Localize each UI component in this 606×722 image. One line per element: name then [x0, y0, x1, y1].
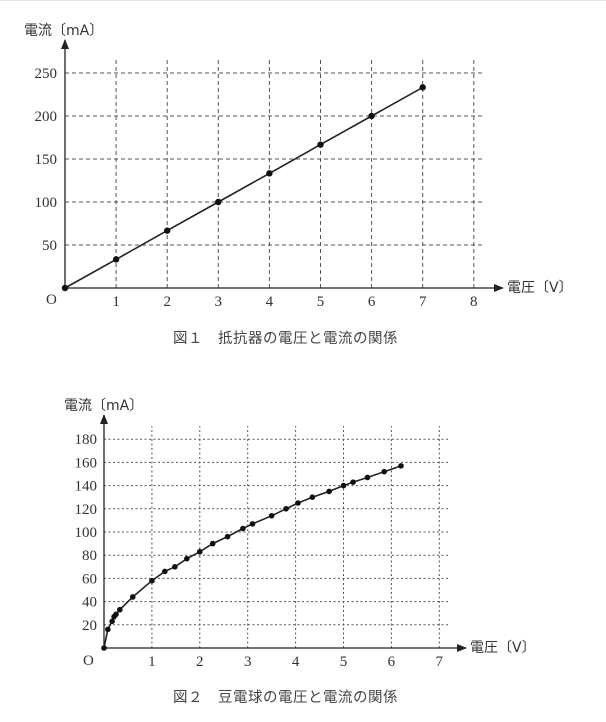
x-tick-label: 3 [244, 654, 252, 670]
data-point-marker [162, 568, 168, 575]
data-point-marker [209, 540, 216, 547]
data-point-marker [240, 525, 246, 532]
data-point-marker [117, 606, 123, 613]
figure-1-grid [65, 58, 482, 288]
data-point-marker [419, 84, 426, 91]
y-tick-label: 40 [82, 595, 97, 611]
y-tick-label: 20 [82, 618, 97, 634]
y-tick-label: 100 [75, 525, 98, 541]
data-point-marker [109, 618, 115, 625]
data-point-marker [309, 494, 316, 501]
figure-2-grid [104, 426, 450, 648]
x-tick-label: 2 [196, 654, 204, 670]
data-point-marker [197, 548, 203, 555]
x-tick-label: 6 [368, 294, 376, 310]
x-tick-label: 2 [163, 294, 171, 310]
page-top-border [0, 0, 606, 1]
data-point-marker [381, 468, 388, 475]
data-point-marker [317, 141, 324, 148]
data-point-marker [364, 474, 371, 481]
figure-1-caption: 図１ 抵抗器の電圧と電流の関係 [173, 331, 398, 347]
figure-1-tick-labels: 1 2 3 4 5 6 7 8 50 100 150 200 250 [35, 66, 478, 310]
data-point-marker [164, 227, 171, 234]
x-tick-label: 1 [148, 654, 156, 670]
figure-2-axes [100, 414, 467, 652]
y-tick-label: 180 [75, 432, 98, 448]
x-tick-label: 6 [388, 654, 396, 670]
data-point-marker [129, 594, 136, 600]
data-point-marker [105, 626, 111, 633]
data-point-marker [101, 645, 107, 651]
y-tick-label: 200 [35, 109, 58, 125]
data-point-marker [112, 256, 120, 263]
figure-1-x-axis-label: 電圧〔V〕 [507, 280, 573, 296]
figure-2-origin-label: O [83, 653, 94, 669]
x-tick-label: 7 [419, 294, 427, 310]
y-tick-label: 80 [82, 548, 97, 564]
figure-1-resistor-chart: 1 2 3 4 5 6 7 8 50 100 150 200 250 電流〔mA〕 電圧〔V〕 O [24, 23, 573, 310]
data-point-marker [326, 488, 332, 495]
x-tick-label: 1 [112, 294, 120, 310]
data-point-marker [350, 479, 356, 485]
y-tick-label: 60 [82, 571, 97, 587]
data-point-marker [224, 533, 231, 540]
x-tick-label: 8 [470, 294, 478, 310]
data-point-marker [266, 170, 273, 177]
data-point-marker [61, 284, 69, 292]
data-point-marker [172, 564, 178, 570]
data-point-marker [295, 500, 301, 506]
x-tick-label: 7 [436, 654, 444, 670]
figure-1-y-axis-label: 電流〔mA〕 [24, 23, 103, 39]
y-tick-label: 120 [75, 502, 98, 518]
data-line [64, 86, 424, 289]
figure-2-x-axis-label: 電圧〔V〕 [470, 640, 536, 656]
data-point-marker [398, 463, 404, 469]
data-point-marker [268, 512, 275, 519]
figure-2-caption: 図２ 豆電球の電圧と電流の関係 [173, 690, 398, 706]
data-point-marker [149, 577, 155, 584]
x-tick-label: 4 [292, 654, 300, 670]
figure-1-axes [61, 39, 504, 292]
data-point-marker [113, 611, 119, 618]
data-point-marker [249, 521, 256, 527]
figure-2-bulb-chart: 1 2 3 4 5 6 7 20 40 60 80 100 120 140 160 180 電流〔mA〕 電圧… [64, 398, 536, 670]
x-tick-label: 5 [340, 654, 348, 670]
data-line [103, 465, 402, 649]
figure-1-origin-label: O [46, 292, 57, 308]
x-tick-label: 5 [317, 294, 325, 310]
y-tick-label: 150 [35, 152, 58, 168]
data-point-marker [340, 482, 347, 489]
figure-2-tick-labels: 1 2 3 4 5 6 7 20 40 60 80 100 120 140 160 180 [75, 432, 444, 670]
x-tick-label: 4 [266, 294, 274, 310]
y-tick-label: 250 [35, 66, 58, 82]
y-tick-label: 140 [75, 479, 98, 495]
y-tick-label: 160 [75, 455, 98, 471]
data-point-marker [215, 198, 222, 206]
data-point-marker [283, 506, 289, 512]
figure-2-y-axis-label: 電流〔mA〕 [64, 398, 143, 414]
y-tick-label: 50 [42, 238, 57, 254]
data-point-marker [368, 112, 375, 120]
y-tick-label: 100 [35, 195, 58, 211]
data-point-marker [184, 555, 190, 562]
figure-1-data-series [61, 84, 426, 292]
figure-2-data-series [101, 463, 404, 651]
x-tick-label: 3 [215, 294, 223, 310]
